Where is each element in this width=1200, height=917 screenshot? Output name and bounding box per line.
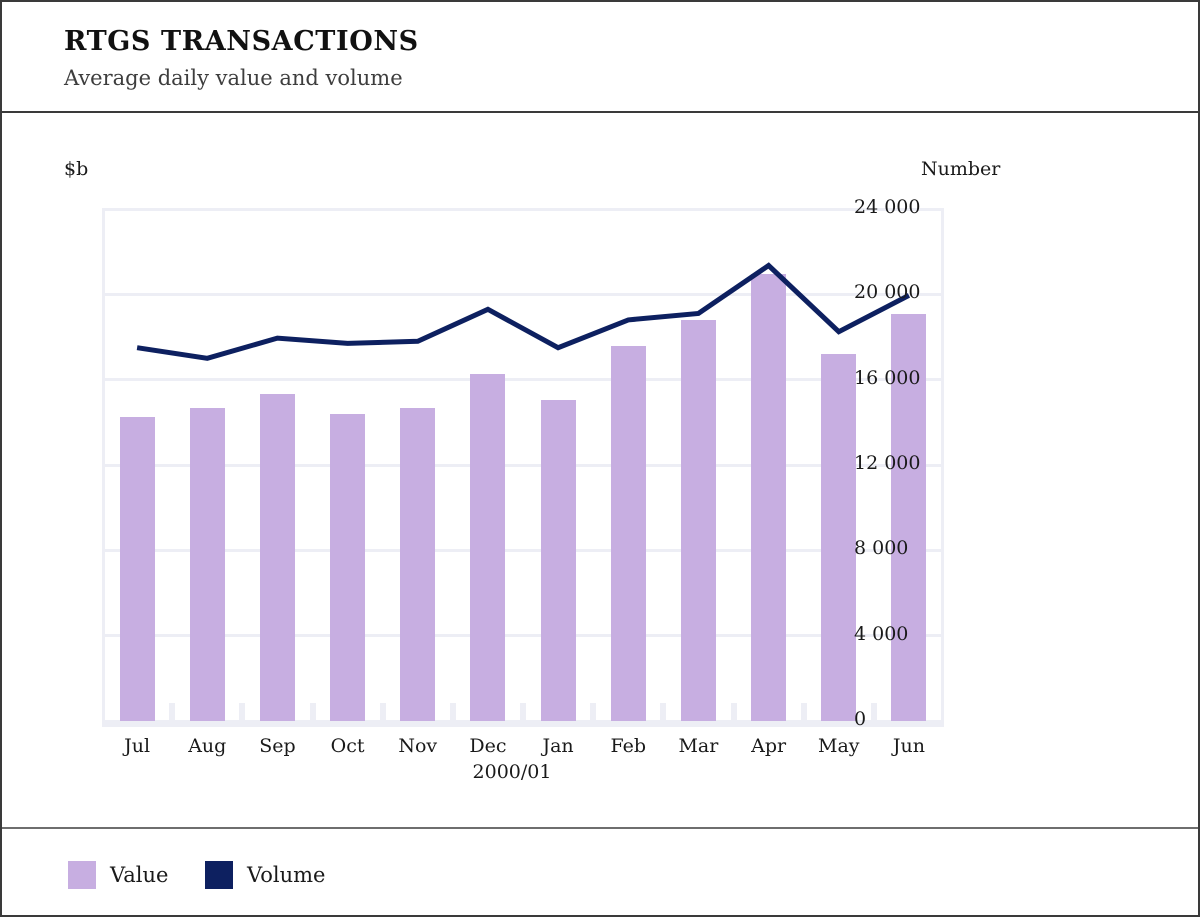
chart-legend: Value Volume [2, 827, 1198, 917]
x-tickmark [800, 703, 807, 721]
x-axis-tick-label: May [817, 735, 860, 757]
bar [189, 408, 225, 721]
right-axis-tick-label: 12 000 [854, 452, 921, 474]
page-subtitle: Average daily value and volume [64, 66, 403, 90]
gridline [102, 378, 944, 382]
right-axis-tick-label: 4 000 [854, 622, 909, 645]
gridline [102, 463, 944, 467]
line-series-volume [136, 262, 911, 361]
bar [610, 345, 646, 721]
bar [400, 408, 436, 721]
legend-label-volume: Volume [247, 863, 326, 887]
bar [119, 416, 155, 721]
bar [680, 319, 716, 721]
x-tickmark [169, 703, 176, 721]
bar [821, 354, 857, 721]
x-axis-tick-label: Jun [892, 735, 925, 757]
bar [540, 399, 576, 721]
x-tickmark [239, 703, 246, 721]
left-axis-unit-label: $b [64, 158, 89, 180]
x-axis-tick-label: Aug [188, 735, 227, 757]
x-axis-tick-label: Jan [542, 735, 574, 757]
legend-swatch-volume [205, 861, 233, 889]
bar [751, 274, 787, 721]
right-axis-tick-label: 16 000 [854, 366, 921, 389]
gridline [102, 634, 944, 638]
gridline [102, 548, 944, 552]
legend-label-value: Value [110, 863, 169, 887]
legend-item-volume: Volume [205, 861, 325, 889]
bar [259, 393, 295, 721]
x-tickmark [660, 703, 667, 721]
x-axis-tick-label: Dec [469, 735, 507, 757]
x-tickmark [309, 703, 316, 721]
x-tickmark [730, 703, 737, 721]
page-title: RTGS TRANSACTIONS [64, 26, 419, 57]
chart-header: RTGS TRANSACTIONS Average daily value an… [2, 2, 1198, 113]
plot-area [102, 207, 944, 727]
x-axis-tick-label: Sep [259, 735, 296, 757]
right-axis-tick-label: 24 000 [854, 196, 921, 218]
x-axis-title: 2000/01 [2, 761, 1198, 783]
x-axis-tick-label: Mar [678, 735, 719, 757]
x-axis-tick-label: Feb [610, 735, 647, 757]
x-axis-tick-label: Apr [751, 735, 787, 757]
right-axis-tick-label: 0 [854, 708, 867, 730]
x-tickmark [449, 703, 456, 721]
x-axis-tick-label: Oct [330, 735, 365, 757]
plot-right-edge [941, 209, 944, 724]
gridline [102, 207, 944, 211]
bar [891, 314, 927, 721]
x-tickmark [870, 703, 877, 721]
right-axis-tick-label: 8 000 [854, 537, 909, 560]
bar [470, 373, 506, 721]
gridline [102, 292, 944, 296]
x-axis-baseline [102, 721, 944, 727]
right-axis-tick-label: 20 000 [854, 281, 921, 304]
x-tickmark [520, 703, 526, 721]
bar [330, 413, 366, 721]
right-axis-unit-label: Number [921, 158, 1001, 180]
legend-swatch-value [68, 861, 96, 889]
volume-line [136, 262, 911, 361]
x-axis-tick-label: Jul [124, 735, 151, 757]
x-tickmark [590, 703, 597, 721]
x-tickmark [379, 703, 386, 721]
legend-item-value: Value [68, 861, 168, 889]
x-axis-tick-label: Nov [398, 735, 438, 757]
x-axis-title-text: 2000/01 [472, 761, 552, 783]
plot-left-edge [102, 209, 105, 724]
